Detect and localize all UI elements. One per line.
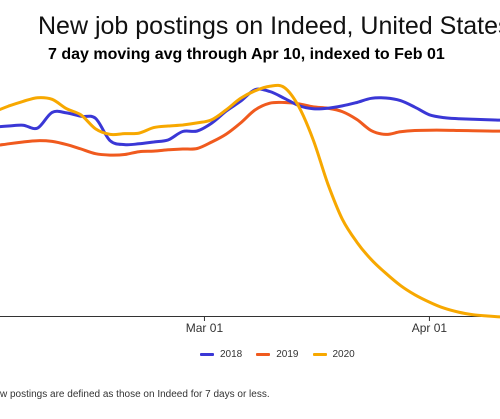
footnote: w postings are defined as those on Indee…: [0, 389, 270, 400]
x-tick-label: Apr 01: [412, 321, 448, 335]
legend: 2018 2019 2020: [200, 349, 355, 360]
x-tick-label: Mar 01: [186, 321, 224, 335]
series-line-2019: [0, 100, 500, 157]
legend-swatch-2018: [200, 353, 214, 356]
chart-title: New job postings on Indeed, United State…: [38, 12, 500, 40]
legend-swatch-2019: [256, 353, 271, 356]
legend-item-2020: 2020: [312, 349, 355, 360]
series-line-2018: [0, 87, 500, 147]
legend-label-2019: 2019: [276, 349, 299, 360]
legend-label-2020: 2020: [332, 349, 355, 360]
legend-item-2019: 2019: [256, 349, 299, 360]
legend-swatch-2020: [312, 353, 327, 356]
legend-item-2018: 2018: [200, 349, 242, 360]
chart-subtitle: 7 day moving avg through Apr 10, indexed…: [48, 46, 445, 63]
series-line-2020: [0, 83, 500, 319]
legend-label-2018: 2018: [220, 349, 243, 360]
